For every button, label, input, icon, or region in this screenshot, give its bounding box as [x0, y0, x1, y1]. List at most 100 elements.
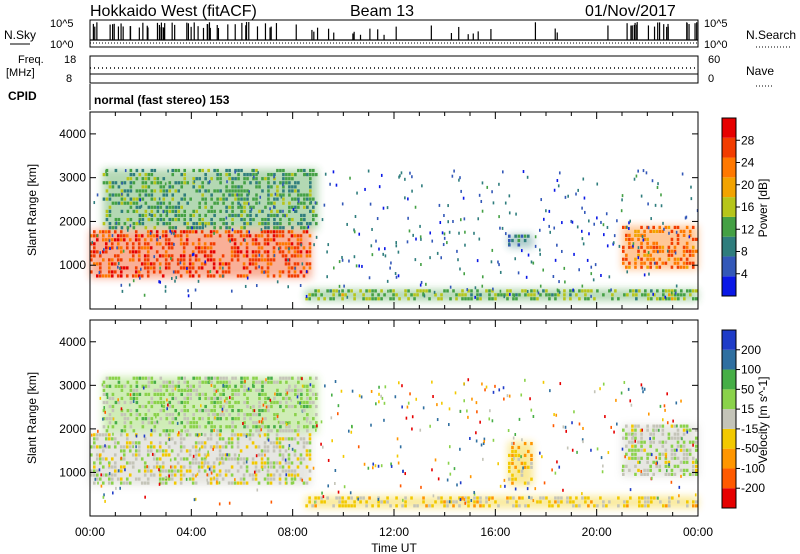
heatmap-cell [659, 500, 662, 504]
heatmap-cell [688, 428, 692, 432]
heatmap-cell [191, 481, 195, 485]
heatmap-cell [98, 274, 102, 278]
heatmap-cell [143, 461, 147, 465]
heatmap-cell [122, 481, 126, 485]
heatmap-cell [635, 293, 638, 297]
heatmap-cell [129, 189, 133, 193]
heatmap-cell [261, 388, 264, 392]
heatmap-cell [153, 388, 157, 392]
colorbar-segment [722, 276, 736, 296]
heatmap-cell [95, 238, 99, 242]
heatmap-cell [189, 213, 192, 218]
heatmap-speckle [225, 216, 228, 220]
heatmap-cell [692, 297, 695, 301]
heatmap-cell [188, 465, 192, 469]
heatmap-cell [204, 425, 207, 429]
heatmap-cell [164, 449, 168, 453]
heatmap-speckle [301, 478, 304, 482]
heatmap-cell [631, 428, 634, 432]
heatmap-cell [104, 242, 108, 246]
heatmap-cell [691, 261, 695, 265]
heatmap-cell [228, 189, 231, 193]
heatmap-cell [288, 384, 291, 388]
heatmap-cell [278, 230, 282, 234]
heatmap-cell [237, 189, 240, 193]
heatmap-cell [146, 477, 150, 481]
heatmap-cell [682, 424, 686, 428]
heatmap-speckle [438, 203, 441, 207]
heatmap-cell [652, 436, 655, 440]
heatmap-cell [119, 469, 123, 473]
heatmap-cell [201, 197, 204, 201]
heatmap-speckle [652, 292, 654, 296]
y-tick-label: 1000 [59, 465, 86, 479]
heatmap-cell [302, 437, 306, 441]
colorbar-segment [722, 428, 736, 449]
heatmap-speckle [492, 287, 494, 291]
heatmap-cell [611, 293, 614, 297]
heatmap-cell [177, 201, 181, 205]
heatmap-cell [308, 242, 312, 246]
heatmap-cell [311, 293, 314, 297]
heatmap-cell [260, 246, 264, 250]
heatmap-cell [219, 189, 222, 193]
heatmap-cell [183, 417, 187, 421]
colorbar-tick-label: 4 [741, 267, 748, 281]
heatmap-speckle [463, 382, 465, 386]
heatmap-cell [566, 500, 569, 504]
heatmap-cell [153, 413, 157, 417]
heatmap-cell [119, 477, 123, 481]
heatmap-cell [162, 177, 166, 181]
heatmap-cell [416, 289, 419, 293]
heatmap-cell [120, 197, 124, 201]
heatmap-speckle [548, 224, 550, 228]
heatmap-cell [255, 425, 258, 429]
heatmap-cell [434, 293, 437, 297]
heatmap-cell [536, 297, 539, 301]
heatmap-cell [527, 481, 530, 485]
heatmap-cell [523, 461, 527, 465]
heatmap-cell [98, 433, 102, 437]
heatmap-cell [162, 217, 166, 222]
heatmap-cell [188, 274, 192, 278]
heatmap-cell [119, 445, 123, 449]
heatmap-cell [312, 209, 315, 213]
heatmap-cell [153, 205, 157, 209]
heatmap-cell [649, 257, 652, 261]
heatmap-cell [329, 297, 332, 301]
heatmap-cell [144, 226, 148, 230]
heatmap-cell [270, 380, 273, 384]
heatmap-speckle [433, 290, 436, 294]
heatmap-cell [634, 233, 637, 237]
heatmap-cell [291, 217, 294, 222]
heatmap-cell [164, 258, 168, 262]
heatmap-cell [267, 172, 270, 177]
heatmap-speckle [633, 177, 636, 181]
heatmap-speckle [596, 216, 598, 220]
heatmap-cell [123, 384, 127, 388]
heatmap-cell [542, 289, 545, 293]
heatmap-speckle [572, 288, 574, 292]
heatmap-speckle [256, 488, 259, 492]
heatmap-cell [134, 274, 138, 278]
heatmap-cell [171, 197, 175, 201]
heatmap-cell [237, 197, 240, 201]
heatmap-cell [680, 289, 683, 293]
colorbar-segment [722, 177, 736, 198]
heatmap-cell [673, 464, 677, 468]
colorbar-tick-label: -200 [741, 481, 765, 495]
heatmap-cell [237, 213, 240, 218]
heatmap-cell [140, 262, 144, 266]
heatmap-cell [161, 469, 165, 473]
heatmap-cell [308, 437, 312, 441]
heatmap-cell [668, 496, 671, 500]
heatmap-cell [682, 249, 686, 253]
heatmap-speckle [377, 464, 380, 468]
heatmap-cell [467, 504, 470, 508]
heatmap-cell [183, 193, 187, 197]
heatmap-cell [210, 193, 213, 197]
heatmap-speckle [159, 280, 162, 284]
heatmap-cell [245, 445, 249, 449]
heatmap-cell [649, 452, 652, 456]
heatmap-cell [144, 376, 148, 380]
